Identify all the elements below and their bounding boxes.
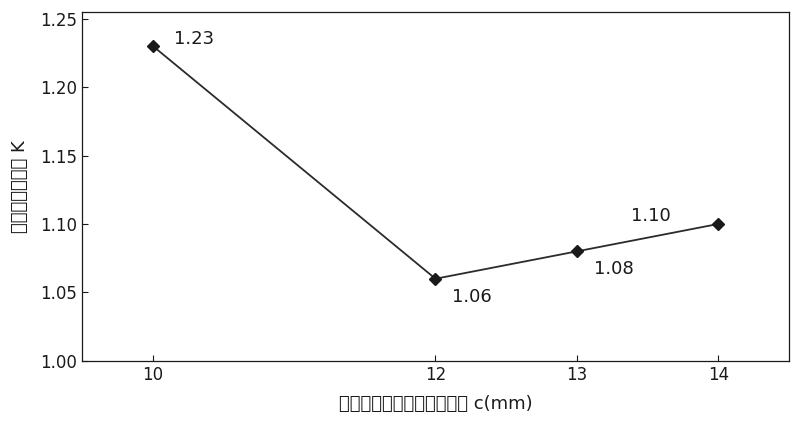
Text: 1.10: 1.10: [630, 207, 670, 225]
Text: 1.23: 1.23: [174, 30, 214, 48]
Y-axis label: 最小均匀化系数 K: 最小均匀化系数 K: [11, 140, 29, 233]
Text: 1.06: 1.06: [453, 287, 492, 306]
X-axis label: 外围电极与内层电极的间距 c(mm): 外围电极与内层电极的间距 c(mm): [338, 395, 532, 413]
Text: 1.08: 1.08: [594, 260, 634, 278]
